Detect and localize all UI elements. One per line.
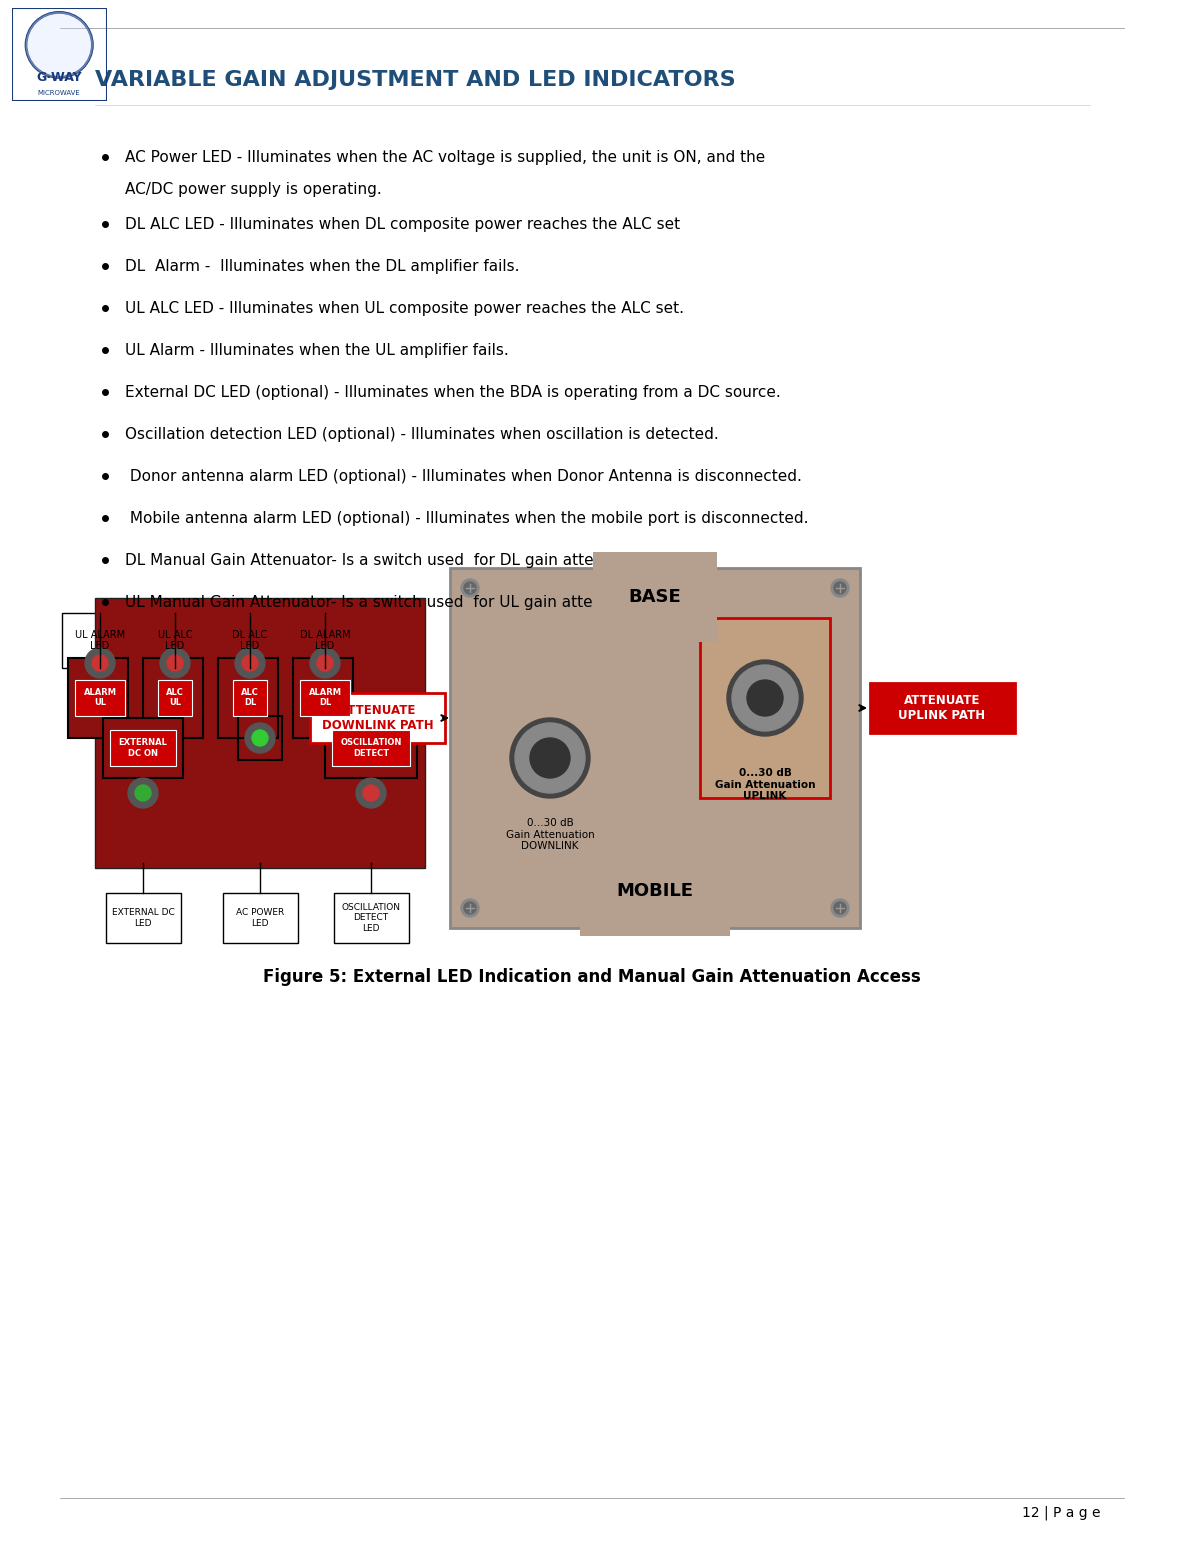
- FancyBboxPatch shape: [450, 568, 860, 927]
- Text: G·WAY: G·WAY: [37, 71, 82, 84]
- Text: EXTERNAL
DC ON: EXTERNAL DC ON: [118, 738, 167, 757]
- FancyBboxPatch shape: [67, 658, 128, 738]
- Circle shape: [135, 785, 152, 800]
- Text: DL  Alarm -  Illuminates when the DL amplifier fails.: DL Alarm - Illuminates when the DL ampli…: [126, 259, 520, 274]
- Circle shape: [464, 582, 476, 594]
- FancyBboxPatch shape: [870, 683, 1015, 734]
- Circle shape: [510, 718, 590, 799]
- FancyBboxPatch shape: [334, 893, 408, 943]
- Circle shape: [92, 655, 108, 670]
- Circle shape: [727, 659, 803, 735]
- Text: ALARM
UL: ALARM UL: [84, 687, 116, 707]
- Text: DL ALC LED - Illuminates when DL composite power reaches the ALC set: DL ALC LED - Illuminates when DL composi…: [126, 217, 680, 232]
- FancyBboxPatch shape: [212, 613, 284, 669]
- Circle shape: [831, 899, 849, 916]
- Circle shape: [167, 655, 184, 670]
- Text: ATTENUATE
UPLINK PATH: ATTENUATE UPLINK PATH: [899, 694, 985, 721]
- FancyBboxPatch shape: [287, 613, 359, 669]
- Text: UL ALC LED - Illuminates when UL composite power reaches the ALC set.: UL ALC LED - Illuminates when UL composi…: [126, 302, 684, 316]
- Text: Figure 5: External LED Indication and Manual Gain Attenuation Access: Figure 5: External LED Indication and Ma…: [263, 968, 921, 986]
- Circle shape: [128, 779, 157, 808]
- FancyBboxPatch shape: [95, 598, 425, 868]
- Circle shape: [252, 731, 268, 746]
- Text: MOBILE: MOBILE: [617, 882, 694, 899]
- Text: UL Alarm - Illuminates when the UL amplifier fails.: UL Alarm - Illuminates when the UL ampli…: [126, 344, 509, 358]
- Circle shape: [310, 649, 340, 678]
- Text: AC POWER
LED: AC POWER LED: [236, 909, 284, 927]
- Text: ALC
UL: ALC UL: [166, 687, 184, 707]
- Text: DL ALARM
LED: DL ALARM LED: [300, 630, 350, 652]
- Text: ALARM
DL: ALARM DL: [309, 687, 341, 707]
- Text: EXTERNAL DC
LED: EXTERNAL DC LED: [111, 909, 174, 927]
- Text: UL ALARM
LED: UL ALARM LED: [75, 630, 126, 652]
- Circle shape: [234, 649, 265, 678]
- Text: Donor antenna alarm LED (optional) - Illuminates when Donor Antenna is disconnec: Donor antenna alarm LED (optional) - Ill…: [126, 469, 802, 485]
- Circle shape: [464, 902, 476, 913]
- Text: AC/DC power supply is operating.: AC/DC power supply is operating.: [126, 183, 381, 197]
- Text: VARIABLE GAIN ADJUSTMENT AND LED INDICATORS: VARIABLE GAIN ADJUSTMENT AND LED INDICAT…: [95, 70, 735, 90]
- Text: UL Manual Gain Attenuator- Is a switch used  for UL gain attenuation: UL Manual Gain Attenuator- Is a switch u…: [126, 594, 650, 610]
- FancyBboxPatch shape: [223, 893, 297, 943]
- Text: Mobile antenna alarm LED (optional) - Illuminates when the mobile port is discon: Mobile antenna alarm LED (optional) - Il…: [126, 511, 809, 526]
- FancyBboxPatch shape: [218, 658, 278, 738]
- Circle shape: [834, 582, 847, 594]
- Circle shape: [160, 649, 189, 678]
- Circle shape: [834, 902, 847, 913]
- Circle shape: [461, 579, 480, 598]
- Text: 0...30 dB
Gain Attenuation
DOWNLINK: 0...30 dB Gain Attenuation DOWNLINK: [506, 817, 594, 851]
- Text: Oscillation detection LED (optional) - Illuminates when oscillation is detected.: Oscillation detection LED (optional) - I…: [126, 427, 719, 443]
- Text: OSCILLATION
DETECT: OSCILLATION DETECT: [340, 738, 401, 757]
- Circle shape: [85, 649, 115, 678]
- Circle shape: [747, 680, 783, 717]
- Text: ALC
DL: ALC DL: [242, 687, 259, 707]
- Text: 0...30 dB
Gain Attenuation
UPLINK: 0...30 dB Gain Attenuation UPLINK: [715, 768, 816, 802]
- FancyBboxPatch shape: [105, 893, 180, 943]
- Circle shape: [831, 579, 849, 598]
- Circle shape: [317, 655, 333, 670]
- FancyBboxPatch shape: [103, 718, 184, 779]
- Circle shape: [530, 738, 570, 779]
- Text: UL ALC
LED: UL ALC LED: [157, 630, 192, 652]
- Text: 12 | P a g e: 12 | P a g e: [1022, 1506, 1100, 1520]
- Circle shape: [732, 666, 798, 731]
- FancyBboxPatch shape: [143, 658, 202, 738]
- Text: ATTENUATE
DOWNLINK PATH: ATTENUATE DOWNLINK PATH: [322, 704, 433, 732]
- Circle shape: [26, 12, 92, 77]
- FancyBboxPatch shape: [137, 613, 210, 669]
- FancyBboxPatch shape: [700, 618, 830, 799]
- FancyBboxPatch shape: [62, 613, 134, 669]
- Circle shape: [363, 785, 379, 800]
- Text: External DC LED (optional) - Illuminates when the BDA is operating from a DC sou: External DC LED (optional) - Illuminates…: [126, 385, 780, 401]
- FancyBboxPatch shape: [324, 718, 417, 779]
- Text: AC Power LED - Illuminates when the AC voltage is supplied, the unit is ON, and : AC Power LED - Illuminates when the AC v…: [126, 150, 765, 166]
- Circle shape: [461, 899, 480, 916]
- Circle shape: [356, 779, 386, 808]
- Text: DL ALC
LED: DL ALC LED: [232, 630, 268, 652]
- Circle shape: [245, 723, 275, 752]
- Text: MICROWAVE: MICROWAVE: [38, 90, 81, 96]
- Text: DL Manual Gain Attenuator- Is a switch used  for DL gain attenuation: DL Manual Gain Attenuator- Is a switch u…: [126, 553, 651, 568]
- FancyBboxPatch shape: [292, 658, 353, 738]
- Circle shape: [242, 655, 258, 670]
- Circle shape: [515, 723, 585, 793]
- FancyBboxPatch shape: [310, 694, 445, 743]
- Text: BASE: BASE: [629, 588, 681, 605]
- Text: OSCILLATION
DETECT
LED: OSCILLATION DETECT LED: [341, 902, 400, 933]
